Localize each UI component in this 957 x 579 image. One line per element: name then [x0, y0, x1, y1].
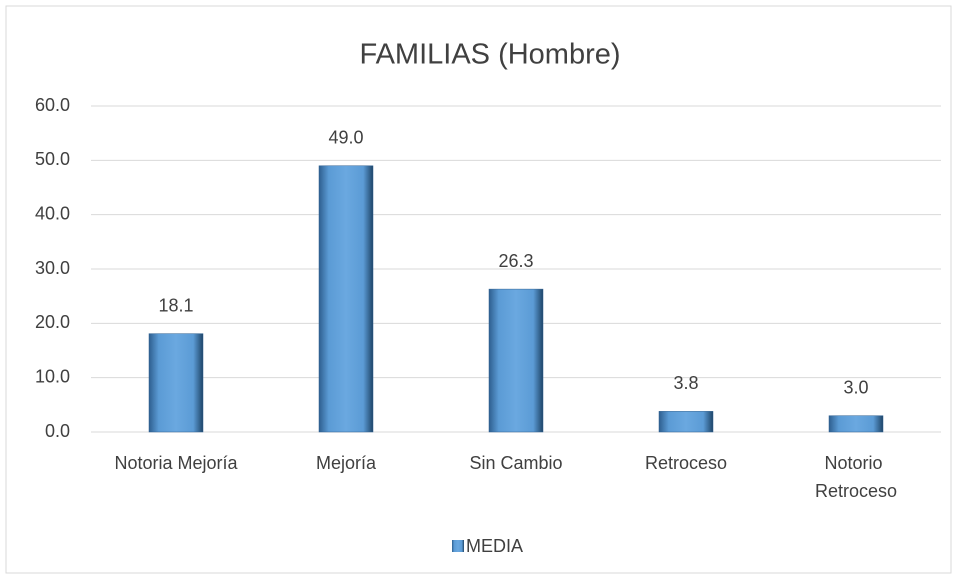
y-tick-label: 60.0 [35, 95, 70, 115]
chart-border [5, 5, 952, 574]
bar [828, 415, 884, 433]
y-tick-label: 10.0 [35, 366, 70, 386]
y-tick-label: 40.0 [35, 203, 70, 223]
y-tick-label: 30.0 [35, 258, 70, 278]
data-label: 3.0 [843, 377, 868, 397]
data-label: 18.1 [158, 295, 193, 315]
legend-label: MEDIA [466, 536, 523, 556]
x-tick-label: Sin Cambio [469, 453, 562, 473]
x-tick-label: Notorio Retroceso [815, 453, 897, 501]
bar [488, 288, 544, 433]
bar [658, 411, 714, 433]
x-tick-label: Mejoría [316, 453, 377, 473]
x-tick-label: Retroceso [645, 453, 727, 473]
chart-title: FAMILIAS (Hombre) [359, 39, 620, 71]
data-label: 49.0 [328, 128, 363, 148]
y-tick-label: 20.0 [35, 312, 70, 332]
y-tick-label: 0.0 [45, 421, 70, 441]
y-tick-label: 50.0 [35, 149, 70, 169]
data-label: 26.3 [498, 251, 533, 271]
data-label: 3.8 [673, 373, 698, 393]
bar [148, 333, 204, 433]
x-tick-label: Notoria Mejoría [114, 453, 238, 473]
bar [318, 165, 374, 433]
legend-swatch [452, 540, 464, 552]
